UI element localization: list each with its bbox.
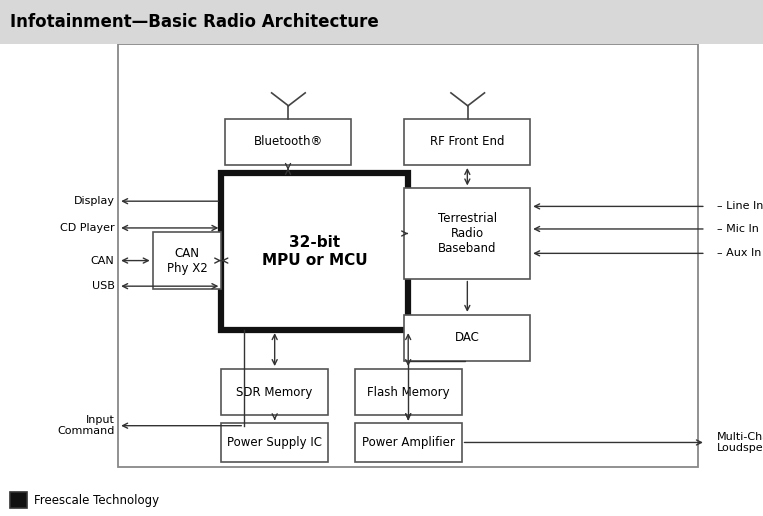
Text: 32-bit
MPU or MCU: 32-bit MPU or MCU	[262, 235, 368, 268]
Bar	[404, 188, 530, 279]
Bar	[0, 0, 763, 44]
Text: USB: USB	[92, 281, 114, 291]
Text: CAN
Phy X2: CAN Phy X2	[166, 247, 208, 275]
Text: Power Supply IC: Power Supply IC	[227, 436, 322, 449]
Text: DAC: DAC	[455, 331, 480, 345]
Bar	[355, 369, 462, 415]
Text: Terrestrial
Radio
Baseband: Terrestrial Radio Baseband	[438, 212, 497, 255]
Text: Power Amplifier: Power Amplifier	[362, 436, 455, 449]
Bar	[355, 423, 462, 462]
Bar	[118, 44, 698, 467]
Bar	[404, 315, 530, 361]
Bar	[404, 119, 530, 165]
Text: Multi-Channel
Loudspeaker: Multi-Channel Loudspeaker	[717, 432, 763, 453]
Bar	[153, 232, 221, 289]
Text: Flash Memory: Flash Memory	[367, 385, 449, 399]
Text: SDR Memory: SDR Memory	[237, 385, 313, 399]
Bar	[221, 369, 328, 415]
Text: CD Player: CD Player	[60, 223, 114, 233]
Text: CAN: CAN	[91, 255, 114, 266]
Bar	[221, 423, 328, 462]
Text: – Line In: – Line In	[717, 201, 763, 212]
Text: RF Front End: RF Front End	[430, 135, 504, 149]
Text: Input
Command: Input Command	[57, 415, 114, 437]
Text: Freescale Technology: Freescale Technology	[34, 493, 159, 507]
Text: Display: Display	[73, 196, 114, 206]
Bar	[221, 173, 408, 330]
Text: Infotainment—Basic Radio Architecture: Infotainment—Basic Radio Architecture	[10, 13, 378, 31]
Text: – Aux In: – Aux In	[717, 248, 761, 259]
Text: Bluetooth®: Bluetooth®	[253, 135, 323, 149]
Text: – Mic In: – Mic In	[717, 224, 759, 234]
Bar	[10, 492, 27, 508]
Bar	[225, 119, 351, 165]
